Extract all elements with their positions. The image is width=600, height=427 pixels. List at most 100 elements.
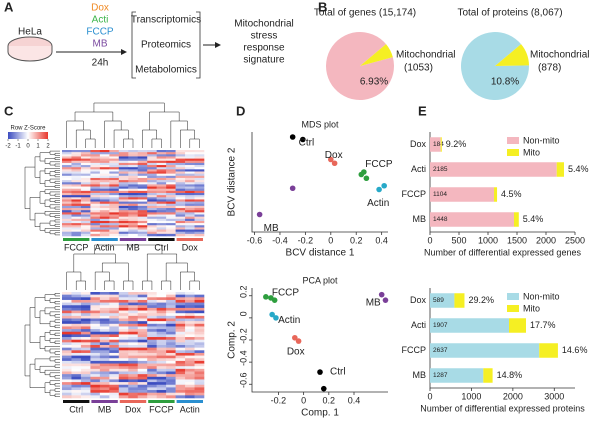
heatmap-cell <box>128 299 139 303</box>
heatmap-cell <box>185 305 195 309</box>
heatmap-cell <box>175 214 186 217</box>
heatmap-cell <box>147 371 157 375</box>
heatmap-cell <box>90 231 101 235</box>
heatmap-cell <box>109 310 120 314</box>
heatmap-cell <box>109 182 120 185</box>
heatmap-cell <box>137 227 148 230</box>
heatmap-cell <box>90 305 101 309</box>
heatmap-cell <box>80 392 91 396</box>
heatmap-cell <box>109 218 120 222</box>
y-tick-label: 0 <box>238 311 248 316</box>
heatmap-cell <box>99 387 110 391</box>
heatmap-cell <box>90 334 101 338</box>
heatmap-cell <box>137 152 148 155</box>
column-label: Actin <box>180 404 200 414</box>
heatmap-cell <box>99 188 110 192</box>
heatmap-cell <box>90 302 101 306</box>
percent-label: 14.8% <box>497 370 523 380</box>
heatmap-cell <box>80 345 91 348</box>
heatmap-cell <box>156 182 167 185</box>
point <box>363 175 370 182</box>
heatmap-cell <box>99 371 110 375</box>
heatmap-cell <box>71 203 82 207</box>
heatmap-cell <box>137 169 148 172</box>
heatmap-cell <box>62 205 72 209</box>
point-label: Ctrl <box>299 138 315 149</box>
heatmap-cell <box>90 318 101 322</box>
heatmap-cell <box>128 307 139 311</box>
heatmap-cell <box>90 167 101 170</box>
heatmap-cell <box>99 334 110 338</box>
heatmap-cell <box>71 350 82 354</box>
heatmap-cell <box>194 184 205 187</box>
heatmap-cell <box>99 366 110 370</box>
heatmap-cell <box>147 188 157 192</box>
colorbar-title: Row Z-Score <box>10 126 46 132</box>
heatmap-cell <box>128 334 139 338</box>
x-tick-label: -0.2 <box>271 395 287 405</box>
heatmap-cell <box>137 326 148 330</box>
heatmap-cell <box>99 305 110 309</box>
heatmap-cell <box>109 193 120 196</box>
heatmap-cell <box>185 310 195 314</box>
heatmap-cell <box>194 167 205 170</box>
heatmap-cell <box>156 167 167 170</box>
heatmap-cell <box>128 197 139 200</box>
heatmap-cell <box>147 342 157 346</box>
heatmap-cell <box>194 382 205 386</box>
heatmap-cell <box>156 193 167 196</box>
percent-label: 4.5% <box>501 189 522 199</box>
heatmap-cell <box>71 305 82 309</box>
heatmap-cell <box>128 315 139 319</box>
heatmap-cell <box>71 384 82 388</box>
heatmap-cell <box>109 208 120 211</box>
heatmap-cell <box>109 345 120 348</box>
heatmap-cell <box>166 347 176 351</box>
heatmap-cell <box>166 371 176 375</box>
heatmap-cell <box>128 205 139 209</box>
heatmap-cell <box>194 339 205 343</box>
heatmap-cell <box>166 352 176 356</box>
heatmap-cell <box>166 345 176 348</box>
dendrogram <box>54 375 60 379</box>
heatmap-cell <box>175 307 186 311</box>
dendrogram <box>94 244 163 254</box>
dendrogram <box>44 199 50 207</box>
slice-label: Mitochondrial <box>396 50 455 61</box>
heatmap-cell <box>118 352 129 356</box>
dendrogram <box>151 138 162 148</box>
heatmap-cell <box>118 208 129 211</box>
heatmap-cell <box>156 233 167 237</box>
heatmap-cell <box>185 199 195 202</box>
group-bar <box>148 238 175 241</box>
heatmap-cell <box>147 390 157 393</box>
heatmap-cell <box>71 315 82 319</box>
heatmap-cell <box>109 329 120 333</box>
point <box>381 182 387 189</box>
dendrogram <box>39 170 45 184</box>
heatmap-cell <box>118 223 129 226</box>
heatmap-cell <box>118 175 129 179</box>
heatmap-cell <box>90 352 101 356</box>
heatmap-cell <box>118 355 129 359</box>
heatmap-cell <box>62 218 72 222</box>
heatmap-cell <box>166 171 176 174</box>
heatmap-cell <box>156 216 167 220</box>
colorbar-tick-label: -1 <box>15 144 21 150</box>
heatmap-cell <box>194 227 205 230</box>
heatmap-cell <box>90 186 101 189</box>
heatmap-cell <box>80 366 91 370</box>
heatmap-cell <box>90 307 101 311</box>
heatmap-cell <box>99 323 110 327</box>
treatment: FCCP <box>86 27 114 38</box>
heatmap-cell <box>62 175 72 179</box>
heatmap-cell <box>194 390 205 393</box>
heatmap-cell <box>147 297 157 301</box>
heatmap-cell <box>166 382 176 386</box>
heatmap-cell <box>109 352 120 356</box>
column-label: MB <box>98 404 112 414</box>
heatmap-cell <box>194 218 205 222</box>
dendrogram <box>54 393 60 397</box>
heatmap-cell <box>137 195 148 198</box>
column-label: Actin <box>95 242 115 252</box>
